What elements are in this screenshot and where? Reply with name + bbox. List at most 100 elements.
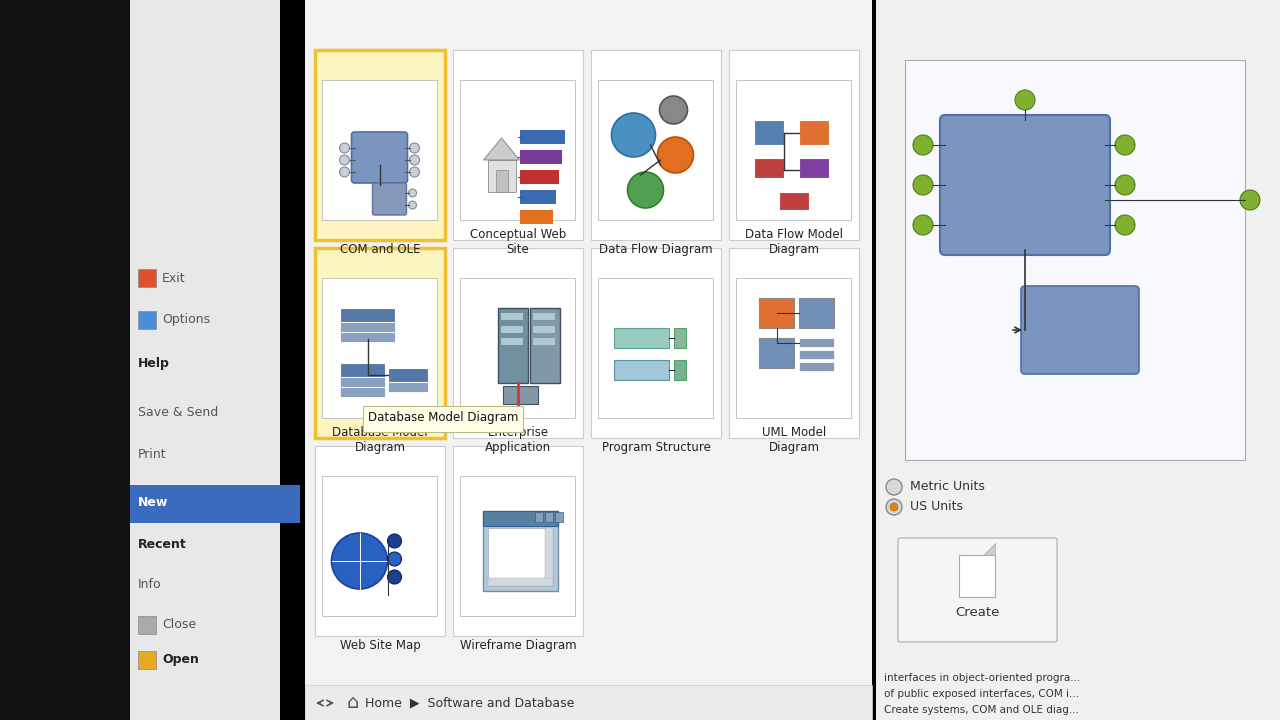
Circle shape: [1115, 135, 1135, 155]
Polygon shape: [484, 138, 520, 160]
Bar: [500, 326, 522, 333]
Text: Program Structure: Program Structure: [602, 441, 710, 454]
Bar: [460, 476, 575, 616]
Bar: [613, 360, 668, 380]
Bar: [598, 80, 713, 220]
FancyBboxPatch shape: [899, 538, 1057, 642]
Text: Create systems, COM and OLE diag...: Create systems, COM and OLE diag...: [884, 705, 1079, 715]
Text: Create: Create: [955, 606, 1000, 618]
Text: Close: Close: [163, 618, 196, 631]
Bar: [799, 298, 833, 328]
Bar: [905, 60, 1245, 460]
Bar: [0, 0, 131, 720]
Bar: [532, 338, 554, 345]
Bar: [759, 338, 794, 368]
Circle shape: [890, 503, 899, 511]
Text: Data Flow Model
Diagram: Data Flow Model Diagram: [745, 228, 844, 256]
Bar: [736, 278, 851, 418]
Bar: [339, 308, 394, 322]
Bar: [138, 616, 156, 634]
Bar: [388, 382, 428, 392]
Bar: [488, 578, 553, 586]
Bar: [339, 377, 384, 387]
Bar: [532, 313, 554, 320]
Circle shape: [410, 155, 420, 165]
Bar: [453, 248, 582, 438]
Bar: [339, 322, 394, 332]
Text: Metric Units: Metric Units: [910, 480, 984, 493]
Circle shape: [913, 175, 933, 195]
Bar: [339, 332, 394, 342]
Bar: [532, 326, 554, 333]
Bar: [315, 50, 445, 240]
Bar: [138, 269, 156, 287]
Circle shape: [1240, 190, 1260, 210]
Bar: [520, 190, 556, 204]
Bar: [323, 278, 436, 418]
Circle shape: [388, 570, 402, 584]
Text: UML Model
Diagram: UML Model Diagram: [762, 426, 826, 454]
Bar: [730, 50, 859, 240]
Bar: [544, 528, 553, 586]
Bar: [131, 0, 280, 720]
Bar: [799, 338, 833, 347]
Bar: [500, 313, 522, 320]
Bar: [364, 406, 524, 432]
Circle shape: [886, 479, 902, 495]
Text: Options: Options: [163, 313, 210, 326]
Bar: [520, 210, 553, 224]
Circle shape: [659, 96, 687, 124]
Bar: [591, 248, 721, 438]
Bar: [759, 298, 794, 328]
Bar: [339, 387, 384, 397]
Circle shape: [627, 172, 663, 208]
Bar: [339, 363, 384, 377]
Bar: [498, 308, 527, 383]
Bar: [799, 362, 833, 371]
Bar: [323, 80, 436, 220]
Text: Recent: Recent: [138, 539, 187, 552]
Text: Data Flow Diagram: Data Flow Diagram: [599, 243, 713, 256]
Text: COM and OLE: COM and OLE: [339, 243, 420, 256]
Bar: [673, 328, 686, 348]
Bar: [876, 0, 1280, 720]
Text: Conceptual Web
Site: Conceptual Web Site: [470, 228, 566, 256]
Circle shape: [913, 135, 933, 155]
Text: Save & Send: Save & Send: [138, 407, 219, 420]
Circle shape: [332, 533, 388, 589]
Bar: [959, 555, 995, 597]
Circle shape: [410, 167, 420, 177]
Bar: [730, 248, 859, 438]
Text: Info: Info: [138, 578, 161, 592]
Text: US Units: US Units: [910, 500, 963, 513]
Bar: [736, 80, 851, 220]
Bar: [520, 130, 564, 144]
Text: Exit: Exit: [163, 271, 186, 284]
Bar: [138, 311, 156, 329]
Bar: [315, 446, 445, 636]
Bar: [488, 160, 516, 192]
Bar: [520, 150, 562, 164]
Circle shape: [339, 155, 349, 165]
Circle shape: [612, 113, 655, 157]
Bar: [315, 248, 445, 438]
Bar: [138, 651, 156, 669]
Circle shape: [408, 201, 416, 209]
Bar: [554, 512, 562, 522]
FancyBboxPatch shape: [372, 183, 407, 215]
Text: Enterprise
Application: Enterprise Application: [485, 426, 552, 454]
FancyBboxPatch shape: [940, 115, 1110, 255]
Bar: [799, 158, 828, 178]
Bar: [535, 512, 543, 522]
Bar: [754, 158, 783, 178]
Bar: [530, 308, 559, 383]
Text: Database Model
Diagram: Database Model Diagram: [333, 426, 428, 454]
Circle shape: [410, 143, 420, 153]
Circle shape: [913, 215, 933, 235]
Bar: [305, 685, 872, 720]
Text: Web Site Map: Web Site Map: [339, 639, 420, 652]
Circle shape: [408, 189, 416, 197]
Circle shape: [1115, 215, 1135, 235]
Bar: [483, 511, 558, 591]
Polygon shape: [983, 543, 995, 555]
